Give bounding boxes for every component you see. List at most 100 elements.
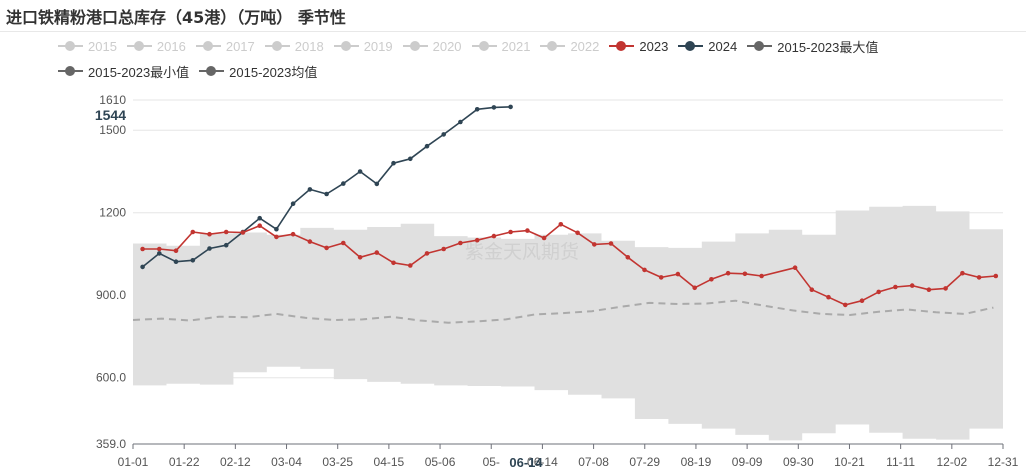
data-point-2023 xyxy=(307,239,313,244)
legend-item-2022[interactable]: 2022 xyxy=(540,37,599,55)
data-point-2023 xyxy=(993,273,999,279)
data-point-2023 xyxy=(926,287,932,293)
data-point-2023 xyxy=(642,267,647,273)
data-point-2023 xyxy=(257,223,263,228)
legend-label: 2017 xyxy=(225,38,255,54)
x-tick-label: 07-29 xyxy=(629,455,660,469)
data-point-2023 xyxy=(909,283,915,288)
y-tick-label: 1610 xyxy=(99,93,126,107)
data-point-2023 xyxy=(792,265,798,271)
x-tick-label: 05- xyxy=(483,455,500,469)
data-point-2024 xyxy=(173,259,179,265)
legend-row-2: 2015-2023最小值 2015-2023均值 xyxy=(58,62,1018,81)
data-point-2024 xyxy=(491,105,497,110)
data-point-2024 xyxy=(157,251,162,256)
x-tick-label: 11-11 xyxy=(886,455,915,469)
x-tick-label: 12-02 xyxy=(936,455,967,469)
legend-line-dot-icon xyxy=(402,39,428,53)
data-point-2023 xyxy=(441,246,447,252)
data-point-2023 xyxy=(725,270,731,276)
data-point-2023 xyxy=(692,285,697,291)
data-point-2023 xyxy=(625,254,631,260)
x-tick-label: 09-09 xyxy=(732,455,763,469)
data-point-2023 xyxy=(290,231,296,237)
legend-item-2019[interactable]: 2019 xyxy=(333,37,393,55)
legend-line-dot-icon xyxy=(264,39,290,53)
legend-label: 2021 xyxy=(501,38,531,54)
data-point-2023 xyxy=(859,298,865,304)
legend-label: 2015-2023最小值 xyxy=(88,64,190,80)
x-tick-label: 01-01 xyxy=(118,455,149,469)
legend-line-dot-icon xyxy=(58,64,83,78)
data-point-2023 xyxy=(274,234,279,240)
legend-label: 2015 xyxy=(88,38,117,54)
data-point-2023 xyxy=(240,230,246,235)
min-max-band xyxy=(133,205,1003,441)
x-tick-label: 09-30 xyxy=(783,455,814,469)
data-point-2023 xyxy=(558,222,564,227)
legend-label: 2016 xyxy=(156,38,186,54)
legend-label: 2015-2023均值 xyxy=(229,64,318,80)
x-tick-label: 01-22 xyxy=(169,455,200,469)
data-point-2023 xyxy=(541,235,547,241)
legend-item-2017[interactable]: 2017 xyxy=(195,37,255,55)
data-point-2023 xyxy=(140,246,145,252)
legend-item-2016[interactable]: 2016 xyxy=(126,37,186,55)
data-point-2024 xyxy=(424,143,430,149)
legend-item-2020[interactable]: 2020 xyxy=(402,37,462,55)
data-point-2023 xyxy=(759,273,764,279)
data-point-2024 xyxy=(223,242,229,248)
legend-item-2018[interactable]: 2018 xyxy=(264,37,324,55)
legend-item-2021[interactable]: 2021 xyxy=(471,37,531,55)
data-point-2023 xyxy=(575,230,580,236)
data-point-2023 xyxy=(658,275,664,280)
data-point-2023 xyxy=(943,286,948,291)
legend-label: 2024 xyxy=(708,38,738,54)
legend-line-dot-icon xyxy=(199,64,225,78)
legend-label: 2019 xyxy=(363,38,393,54)
series-line-2015-2023均值 xyxy=(132,299,994,324)
data-point-2024 xyxy=(274,226,279,232)
legend-item-2024[interactable]: 2024 xyxy=(678,37,737,55)
legend-label: 2015-2023最大值 xyxy=(777,39,879,55)
legend-line-dot-icon xyxy=(609,39,635,53)
legend-line-dot-icon xyxy=(471,39,497,53)
data-point-2023 xyxy=(324,245,329,251)
data-point-2024 xyxy=(207,246,212,251)
data-point-2023 xyxy=(960,270,965,276)
legend-label: 2022 xyxy=(570,38,600,54)
data-point-2024 xyxy=(391,160,396,166)
data-point-2023 xyxy=(608,241,614,246)
legend-line-dot-icon xyxy=(195,39,221,53)
legend-item-2015-2023均值[interactable]: 2015-2023均值 xyxy=(199,62,317,80)
data-point-2024 xyxy=(408,156,413,162)
legend-item-2015-2023最大值[interactable]: 2015-2023最大值 xyxy=(747,37,878,55)
data-point-2023 xyxy=(391,260,396,266)
legend-item-2023[interactable]: 2023 xyxy=(609,37,668,55)
legend-item-2015[interactable]: 2015 xyxy=(58,37,117,55)
hover-x-label: 06-14 xyxy=(509,455,543,470)
data-point-2023 xyxy=(491,233,497,239)
data-point-2023 xyxy=(424,251,430,256)
x-tick-label: 03-04 xyxy=(271,455,302,469)
x-tick-label: 04-15 xyxy=(374,455,405,469)
legend-item-2015-2023最小值[interactable]: 2015-2023最小值 xyxy=(58,62,189,80)
x-tick-label: 02-12 xyxy=(220,455,251,469)
data-point-2024 xyxy=(441,132,447,137)
data-point-2023 xyxy=(826,294,831,300)
x-tick-label: 05-06 xyxy=(425,455,456,469)
data-point-2023 xyxy=(173,248,179,253)
data-point-2023 xyxy=(190,229,196,235)
data-point-2024 xyxy=(508,104,513,110)
data-point-2023 xyxy=(157,246,162,252)
data-point-2023 xyxy=(675,271,681,277)
data-point-2023 xyxy=(709,277,714,282)
data-point-2023 xyxy=(341,240,346,246)
data-point-2024 xyxy=(190,258,196,263)
data-point-2023 xyxy=(742,271,748,277)
y-tick-label: 1200 xyxy=(99,206,126,220)
data-point-2023 xyxy=(408,263,413,268)
data-point-2023 xyxy=(893,284,898,290)
watermark-text: 紫金天风期货 xyxy=(465,241,579,263)
